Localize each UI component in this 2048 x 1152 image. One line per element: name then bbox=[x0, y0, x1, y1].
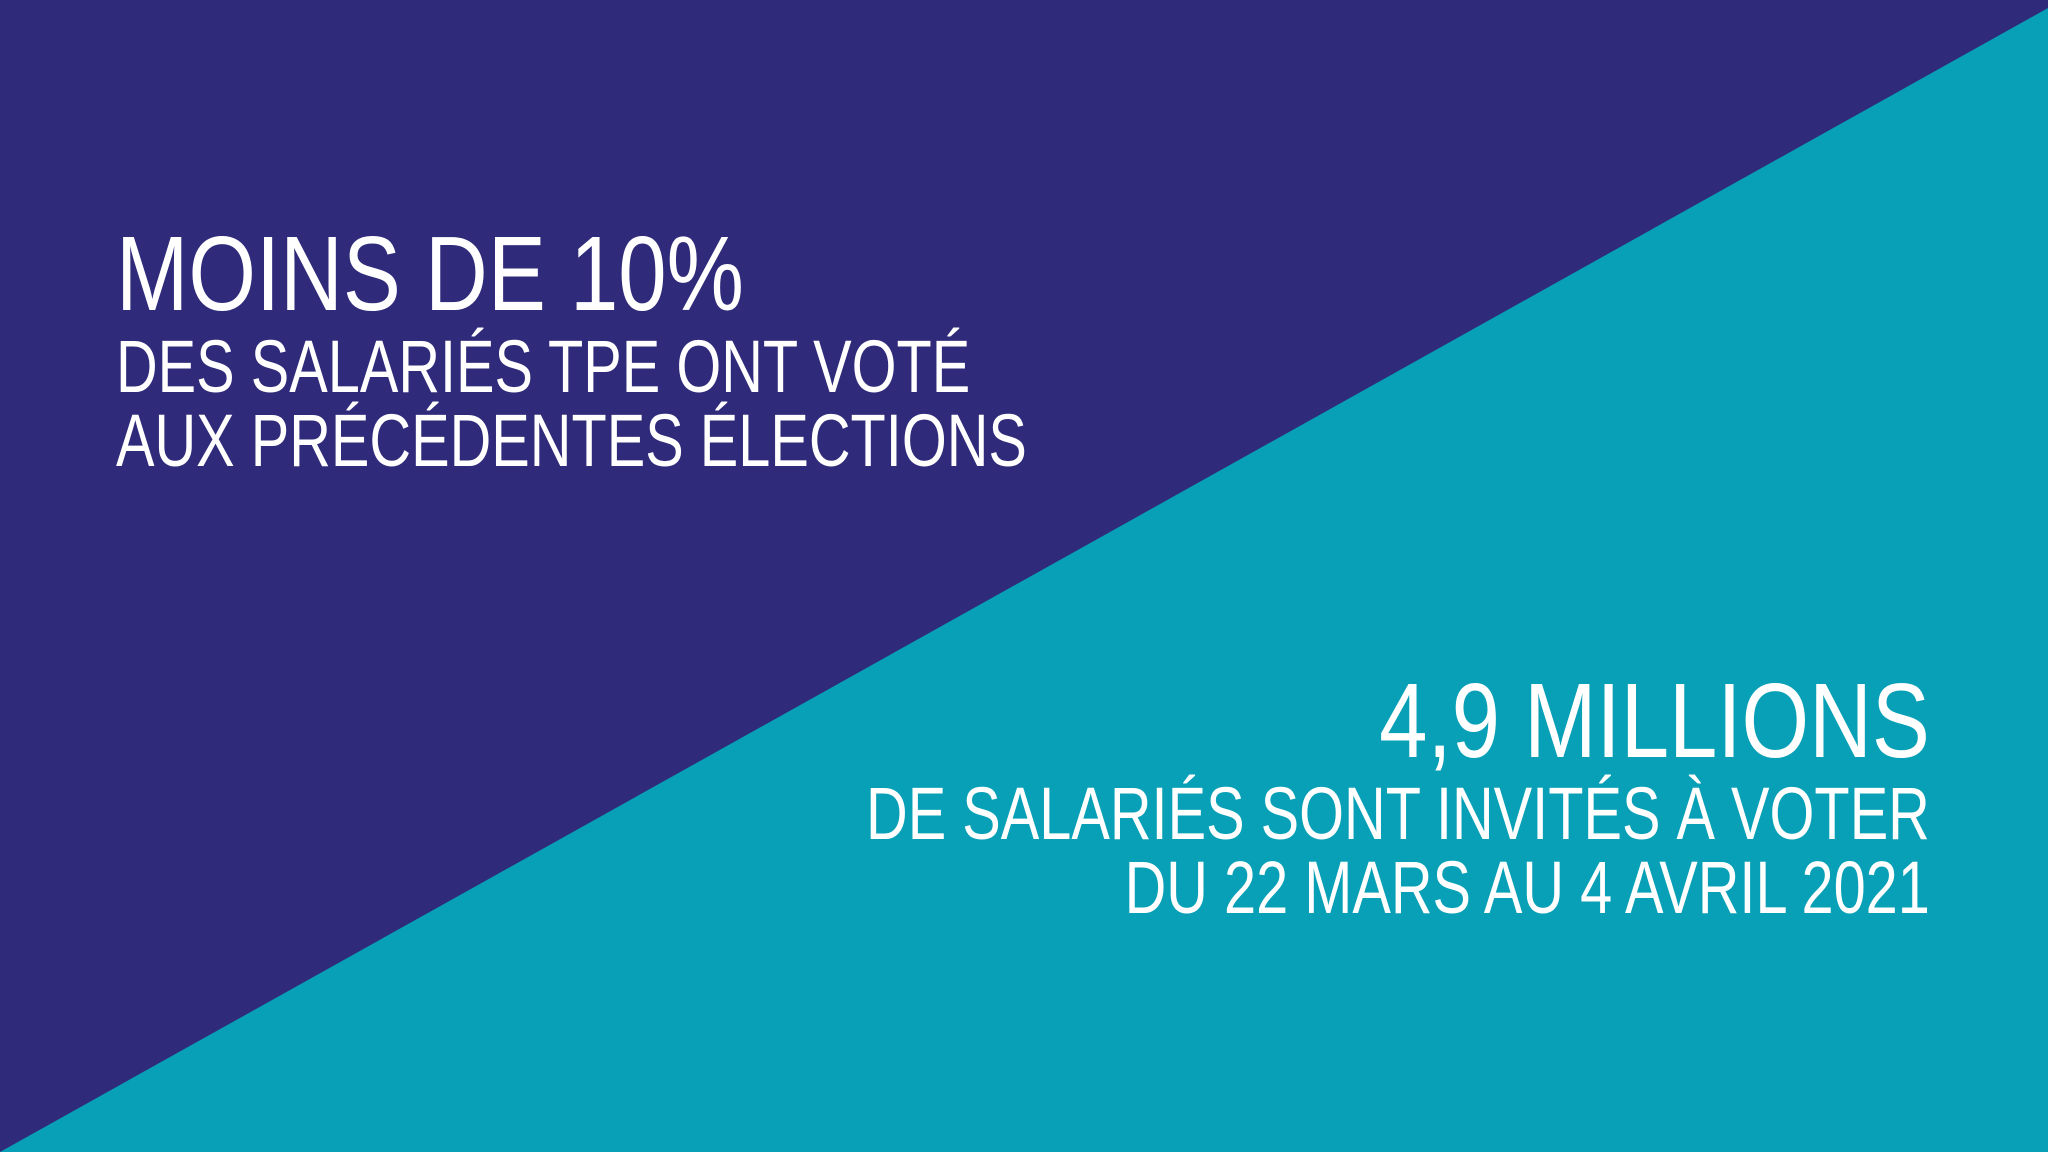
right-headline: 4,9 MILLIONS bbox=[1379, 662, 1930, 780]
left-headline: MOINS DE 10% bbox=[116, 215, 744, 333]
right-subline-2: DU 22 MARS AU 4 AVRIL 2021 bbox=[1124, 846, 1930, 929]
left-subline-2: AUX PRÉCÉDENTES ÉLECTIONS bbox=[116, 399, 1027, 482]
right-subline-1: DE SALARIÉS SONT INVITÉS À VOTER bbox=[866, 772, 1930, 855]
right-statistic: 4,9 MILLIONS DE SALARIÉS SONT INVITÉS À … bbox=[566, 665, 1930, 925]
left-subline-1: DES SALARIÉS TPE ONT VOTÉ bbox=[116, 325, 971, 408]
left-statistic: MOINS DE 10% DES SALARIÉS TPE ONT VOTÉ A… bbox=[116, 218, 1284, 478]
